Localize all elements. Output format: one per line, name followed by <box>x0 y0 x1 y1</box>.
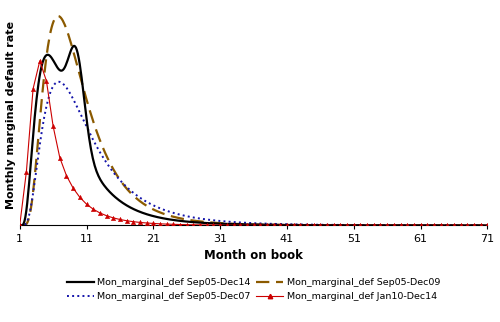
X-axis label: Month on book: Month on book <box>204 249 303 261</box>
Legend: Mon_marginal_def Sep05-Dec14, Mon_marginal_def Sep05-Dec07, Mon_marginal_def Sep: Mon_marginal_def Sep05-Dec14, Mon_margin… <box>67 279 440 301</box>
Y-axis label: Monthly marginal default rate: Monthly marginal default rate <box>6 22 16 210</box>
